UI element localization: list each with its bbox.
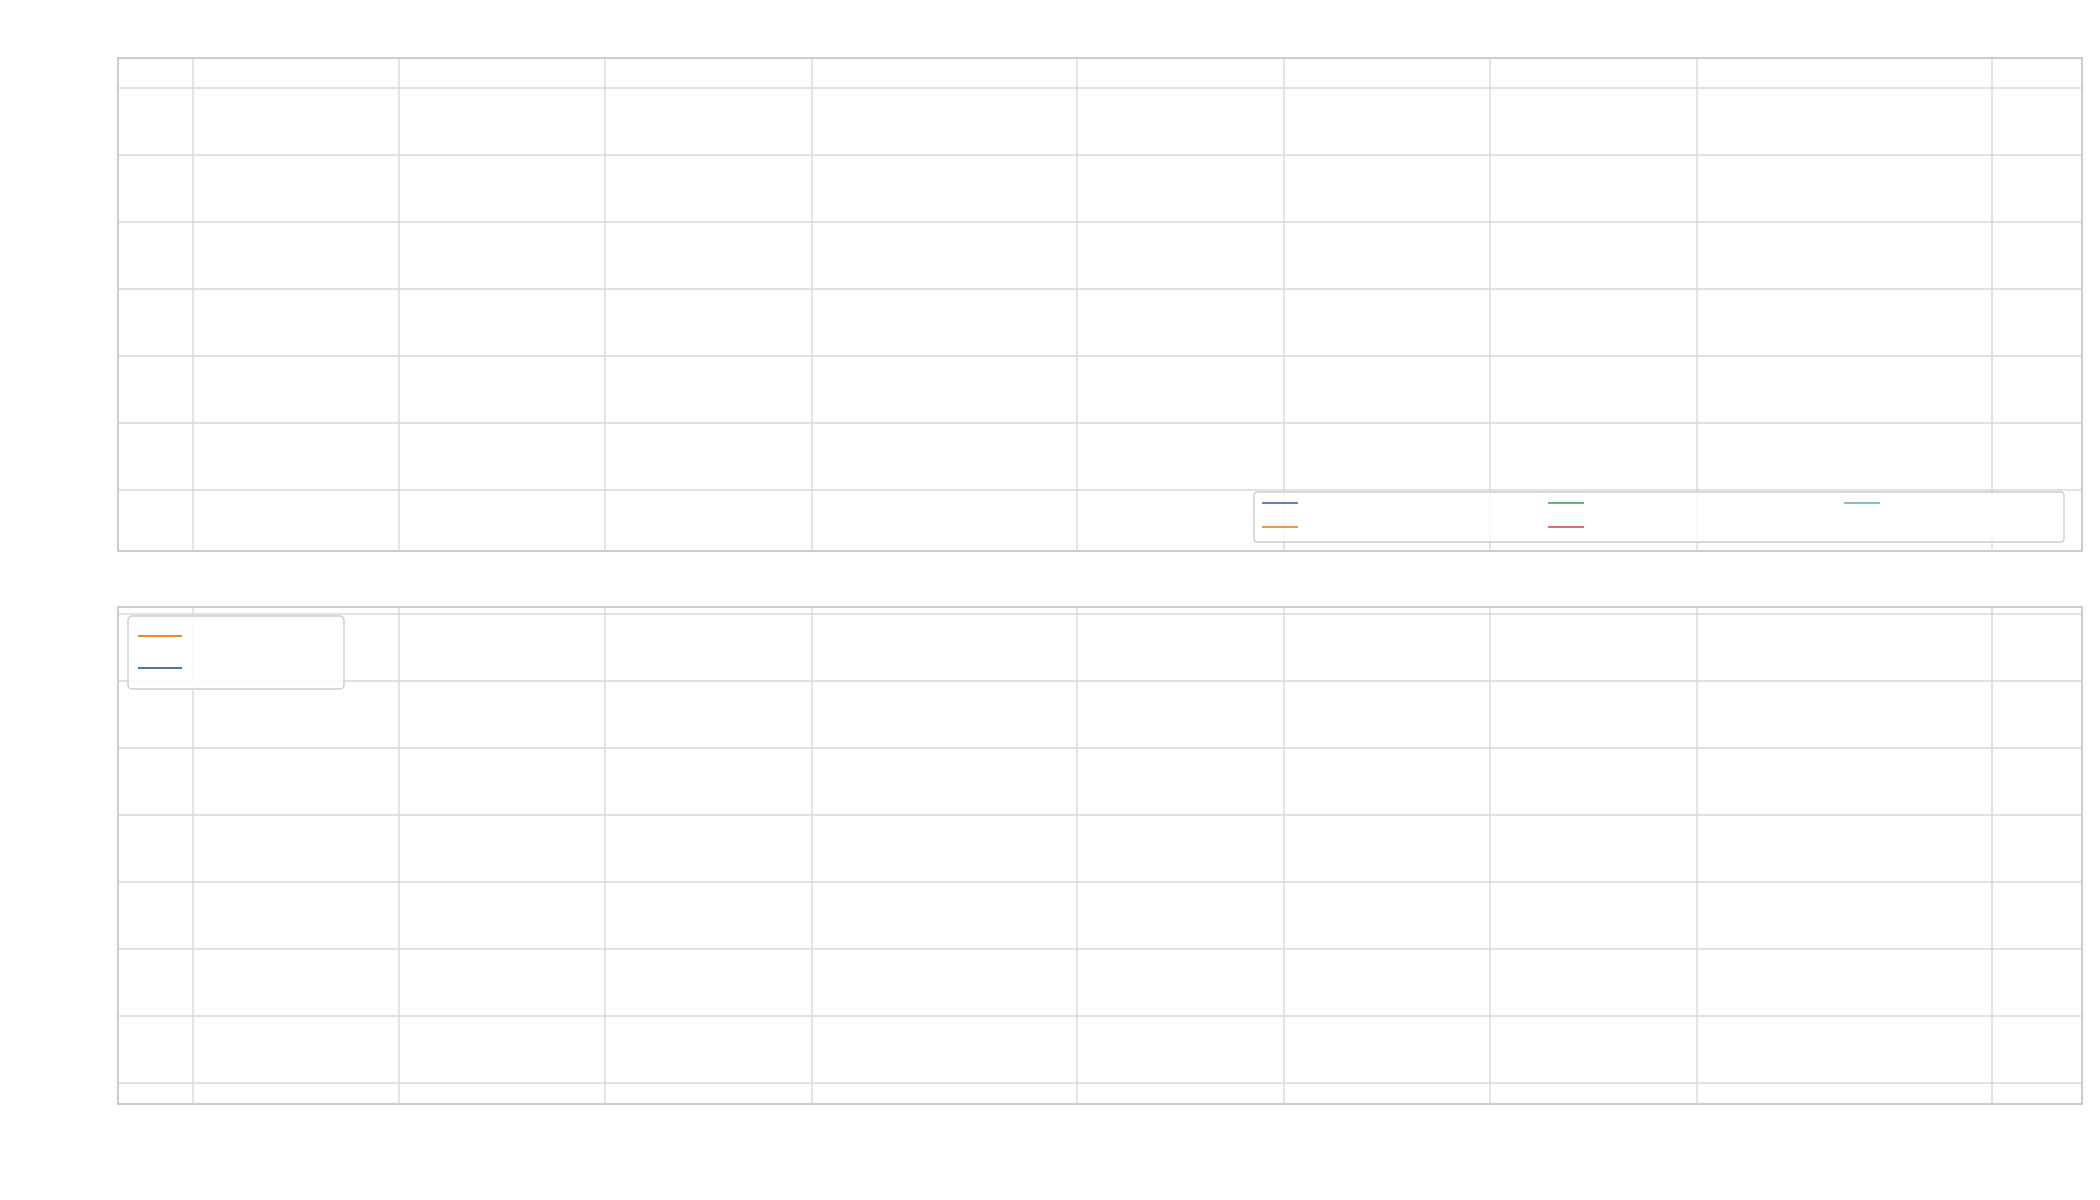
- top-horizontal-grid: [118, 87, 2082, 491]
- dp-series-group: [205, 754, 1984, 1077]
- top-legend: [1253, 491, 2065, 543]
- vr-predicted-line: [205, 629, 1984, 1044]
- bottom-horizontal-grid: [118, 613, 2082, 1084]
- bottom-plot-frame: [117, 606, 2083, 1105]
- bottom-vertical-grid: [192, 607, 1993, 1104]
- series-motor-temp-line: [295, 88, 1990, 160]
- top-vertical-grid: [192, 58, 1993, 551]
- bottom-legend-box: [127, 615, 345, 690]
- series-amps-line: [207, 104, 1992, 463]
- vr-series-group: [205, 629, 1984, 1044]
- series-vibration-line: [443, 84, 1992, 159]
- bottom-legend: [127, 615, 345, 690]
- series-drive-freq-line: [207, 94, 1992, 528]
- series-vibration-line: [294, 78, 324, 96]
- top-panel: [117, 57, 2083, 552]
- dp-predicted-line: [205, 754, 1984, 1077]
- top-series-lines: [207, 78, 1992, 528]
- top-plot-frame: [117, 57, 2083, 552]
- top-legend-box: [1253, 491, 2065, 543]
- bottom-panel: [117, 606, 2083, 1105]
